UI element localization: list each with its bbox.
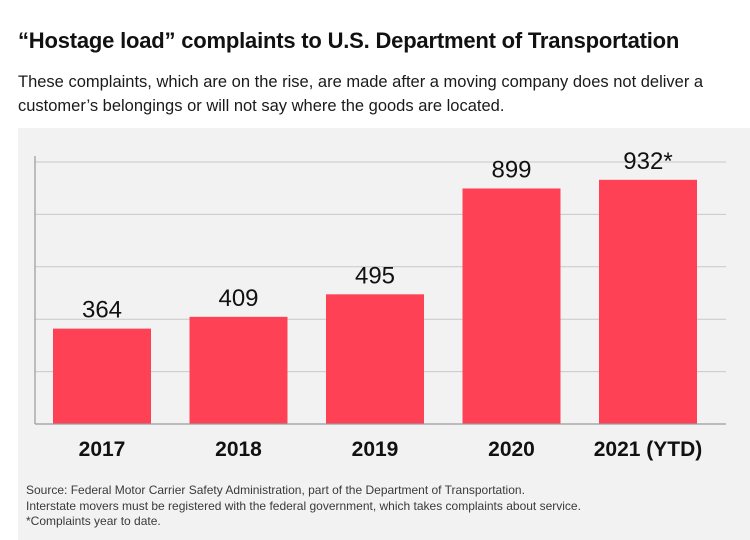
category-label: 2017 (79, 438, 126, 461)
source-note: Source: Federal Motor Carrier Safety Adm… (26, 483, 525, 497)
chart-title: “Hostage load” complaints to U.S. Depart… (18, 28, 680, 53)
category-label: 2019 (352, 438, 399, 461)
category-label: 2020 (488, 438, 535, 461)
registration-note: Interstate movers must be registered wit… (26, 498, 581, 513)
chart-subtitle: These complaints, which are on the rise,… (18, 73, 704, 115)
category-label: 2021 (YTD) (594, 438, 703, 461)
chart-footer: Source: Federal Motor Carrier Safety Adm… (26, 483, 736, 530)
value-label: 495 (355, 262, 395, 289)
bar-2020 (462, 188, 561, 424)
value-label: 932* (623, 148, 672, 175)
bar-2017 (53, 328, 151, 424)
bar-2021 (599, 179, 697, 424)
bar-2019 (326, 294, 424, 424)
value-label: 899 (491, 156, 531, 183)
ytd-footnote: *Complaints year to date. (26, 514, 161, 528)
chart-panel: 364 409 495 899 932* 2017 2018 2019 2020 2021 (Y… (18, 128, 750, 540)
value-label: 364 (82, 297, 122, 324)
value-labels: 364 409 495 899 932* (82, 148, 673, 324)
bar-chart: 364 409 495 899 932* 2017 2018 2019 2020 2021 (Y… (34, 148, 726, 461)
value-label: 409 (218, 285, 258, 312)
bar-2018 (189, 316, 288, 424)
category-label: 2018 (215, 438, 262, 461)
bars (53, 179, 697, 424)
category-labels: 2017 2018 2019 2020 2021 (YTD) (79, 438, 703, 461)
